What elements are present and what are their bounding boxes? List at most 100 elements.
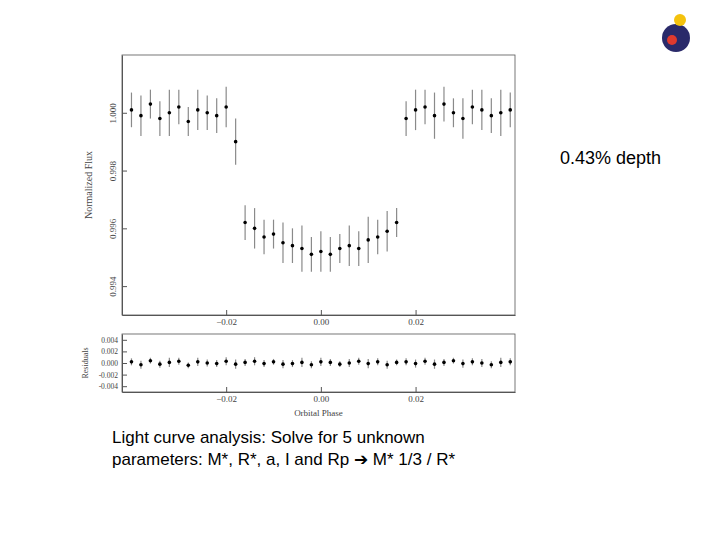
- tick-mark: [122, 363, 127, 364]
- data-point: [149, 359, 153, 363]
- annotation: 0.43% depth: [560, 148, 661, 168]
- data-point: [139, 363, 143, 367]
- data-point: [168, 361, 172, 365]
- data-point: [433, 362, 437, 366]
- data-point: [177, 359, 181, 363]
- data-point: [452, 359, 456, 363]
- data-point: [224, 359, 228, 363]
- data-point: [404, 360, 408, 364]
- y-axis: 0.004 0.002 0.000 -0.002 -0.004: [99, 335, 127, 393]
- data-point: [423, 359, 427, 363]
- y-axis: 1.0000.9980.9960.994: [108, 56, 127, 316]
- data-point: [205, 361, 209, 365]
- x-axis: −0.02 0.00 0.02: [123, 310, 516, 327]
- logo-disc: [662, 24, 690, 52]
- data-point: [196, 108, 200, 112]
- data-point: [319, 250, 323, 254]
- tick-label: 0.00: [313, 317, 329, 327]
- tick: -0.004: [99, 382, 127, 391]
- data-point: [452, 111, 456, 115]
- data-point: [300, 247, 304, 251]
- caption: parameters: M*, R*, a, I and Rp ➔ M* 1/3…: [112, 450, 455, 469]
- data-point: [234, 362, 238, 366]
- data-point: [490, 363, 494, 367]
- tick-mark: [122, 375, 127, 376]
- panel: −0.020.000.021.0000.9980.9960.994: [108, 55, 516, 327]
- tick-label: 0.002: [101, 347, 118, 356]
- tick: 0.02: [408, 310, 424, 327]
- tick: 0.02: [408, 387, 424, 404]
- data-point: [149, 102, 153, 106]
- data-point: [215, 362, 219, 366]
- axis-line: [123, 315, 516, 316]
- data-point: [253, 359, 257, 363]
- data-point: [300, 361, 304, 365]
- marks: [130, 87, 512, 272]
- axis-line: [122, 56, 123, 316]
- data-point: [433, 114, 437, 118]
- tick-mark: [122, 228, 127, 229]
- data-point: [291, 244, 295, 248]
- y-axis-title: Normalized Flux: [83, 151, 94, 219]
- data-point: [338, 247, 342, 251]
- tick-mark: [416, 387, 417, 392]
- data-point: [272, 232, 276, 236]
- data-point: [329, 361, 333, 365]
- data-point: [234, 140, 238, 144]
- data-point: [291, 362, 295, 366]
- data-point: [395, 361, 399, 365]
- tick: 0.004: [101, 336, 127, 345]
- logo: [662, 14, 690, 52]
- tick-mark: [122, 171, 127, 172]
- tick-mark: [122, 286, 127, 287]
- tick: 0.00: [313, 310, 329, 327]
- axis-line: [123, 392, 516, 393]
- caption: Light curve analysis: Solve for 5 unknow…: [112, 428, 425, 447]
- data-point: [272, 360, 276, 364]
- data-point: [177, 105, 181, 109]
- data-point: [158, 362, 162, 366]
- data-point: [158, 117, 162, 121]
- data-point: [471, 105, 475, 109]
- tick-label: 1.000: [108, 103, 118, 124]
- data-point: [262, 362, 266, 366]
- data-point: [310, 363, 314, 367]
- tick-mark: [416, 310, 417, 315]
- tick-label: 0.996: [108, 218, 118, 239]
- tick-mark: [321, 387, 322, 392]
- data-point: [508, 108, 512, 112]
- data-point: [461, 117, 465, 121]
- tick-label: 0.994: [108, 276, 118, 297]
- tick-mark: [122, 113, 127, 114]
- data-point: [508, 360, 512, 364]
- tick-label: 0.000: [101, 359, 118, 368]
- data-point: [281, 362, 285, 366]
- data-point: [423, 105, 427, 109]
- tick-mark: [122, 386, 127, 387]
- data-point: [196, 360, 200, 364]
- data-point: [414, 108, 418, 112]
- logo-dot: [667, 35, 677, 45]
- data-point: [319, 360, 323, 364]
- plot-frame: [122, 334, 515, 392]
- data-point: [186, 364, 190, 368]
- data-point: [139, 114, 143, 118]
- data-point: [366, 238, 370, 242]
- data-point: [262, 235, 266, 239]
- data-point: [376, 235, 380, 239]
- data-point: [442, 361, 446, 365]
- data-point: [385, 363, 389, 367]
- tick: −0.02: [216, 310, 237, 327]
- data-point: [329, 253, 333, 257]
- data-point: [168, 111, 172, 115]
- data-point: [215, 114, 219, 118]
- tick: 0.002: [101, 347, 127, 356]
- tick-mark: [226, 310, 227, 315]
- data-point: [414, 362, 418, 366]
- tick: 0.994: [108, 276, 127, 297]
- tick-label: -0.004: [99, 382, 119, 391]
- logo-sun: [674, 14, 686, 26]
- data-point: [130, 108, 134, 112]
- tick: -0.002: [99, 371, 127, 380]
- x-axis: −0.020.000.02: [123, 387, 516, 404]
